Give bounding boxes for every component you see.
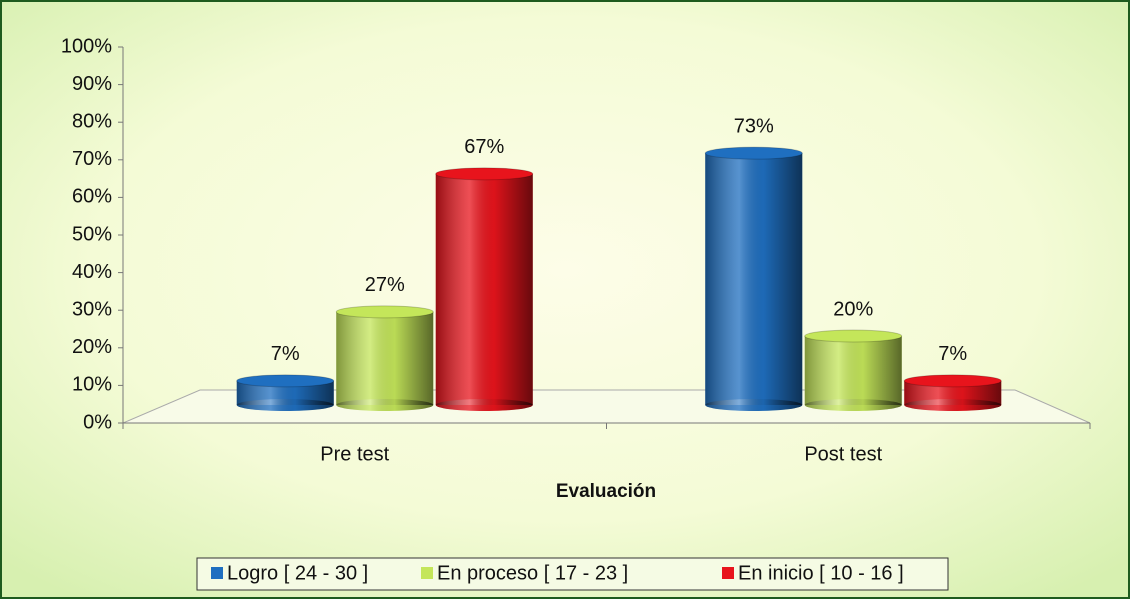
bar-top	[704, 146, 803, 160]
bar	[335, 305, 434, 411]
bar-bottom-shade	[236, 399, 334, 411]
data-label: 7%	[271, 343, 300, 365]
legend-swatch	[722, 567, 734, 579]
data-label: 67%	[464, 136, 504, 158]
bar-top	[903, 374, 1002, 388]
bar-bottom-shade	[804, 399, 902, 411]
y-tick-label: 50%	[72, 223, 112, 245]
bar	[236, 374, 335, 411]
legend-label: Logro [ 24 - 30 ]	[227, 562, 368, 584]
data-label: 20%	[833, 298, 873, 320]
bar-top	[335, 305, 434, 319]
bar-top	[236, 374, 335, 388]
y-tick-label: 100%	[61, 35, 112, 57]
bar-shade	[804, 336, 902, 405]
bar-bottom-shade	[904, 399, 1002, 411]
bar	[435, 167, 534, 411]
bar-bottom-shade	[435, 399, 533, 411]
x-tick-label: Pre test	[320, 443, 389, 465]
data-label: 73%	[734, 115, 774, 137]
y-tick-label: 30%	[72, 298, 112, 320]
legend-label: En proceso [ 17 - 23 ]	[437, 562, 628, 584]
y-tick-label: 20%	[72, 336, 112, 358]
legend-swatch	[211, 567, 223, 579]
data-label: 27%	[365, 274, 405, 296]
legend-label: En inicio [ 10 - 16 ]	[738, 562, 904, 584]
legend-swatch	[421, 567, 433, 579]
x-tick-label: Post test	[804, 443, 882, 465]
y-tick-label: 40%	[72, 261, 112, 283]
bar-top	[435, 167, 534, 181]
legend	[196, 557, 949, 591]
bar	[903, 374, 1002, 411]
y-tick-label: 90%	[72, 73, 112, 95]
y-tick-label: 70%	[72, 148, 112, 170]
data-label: 7%	[938, 343, 967, 365]
bar-shade	[435, 173, 533, 405]
bar	[704, 146, 803, 411]
x-axis-title: Evaluación	[556, 481, 656, 502]
y-tick-label: 60%	[72, 186, 112, 208]
y-tick-label: 0%	[83, 411, 112, 433]
bar-bottom-shade	[705, 399, 803, 411]
y-tick-label: 10%	[72, 374, 112, 396]
bar-shade	[336, 311, 434, 405]
bar-shade	[705, 153, 803, 405]
y-tick-label: 80%	[72, 110, 112, 132]
bar-top	[804, 329, 903, 343]
bar	[804, 329, 903, 411]
bar-bottom-shade	[336, 399, 434, 411]
